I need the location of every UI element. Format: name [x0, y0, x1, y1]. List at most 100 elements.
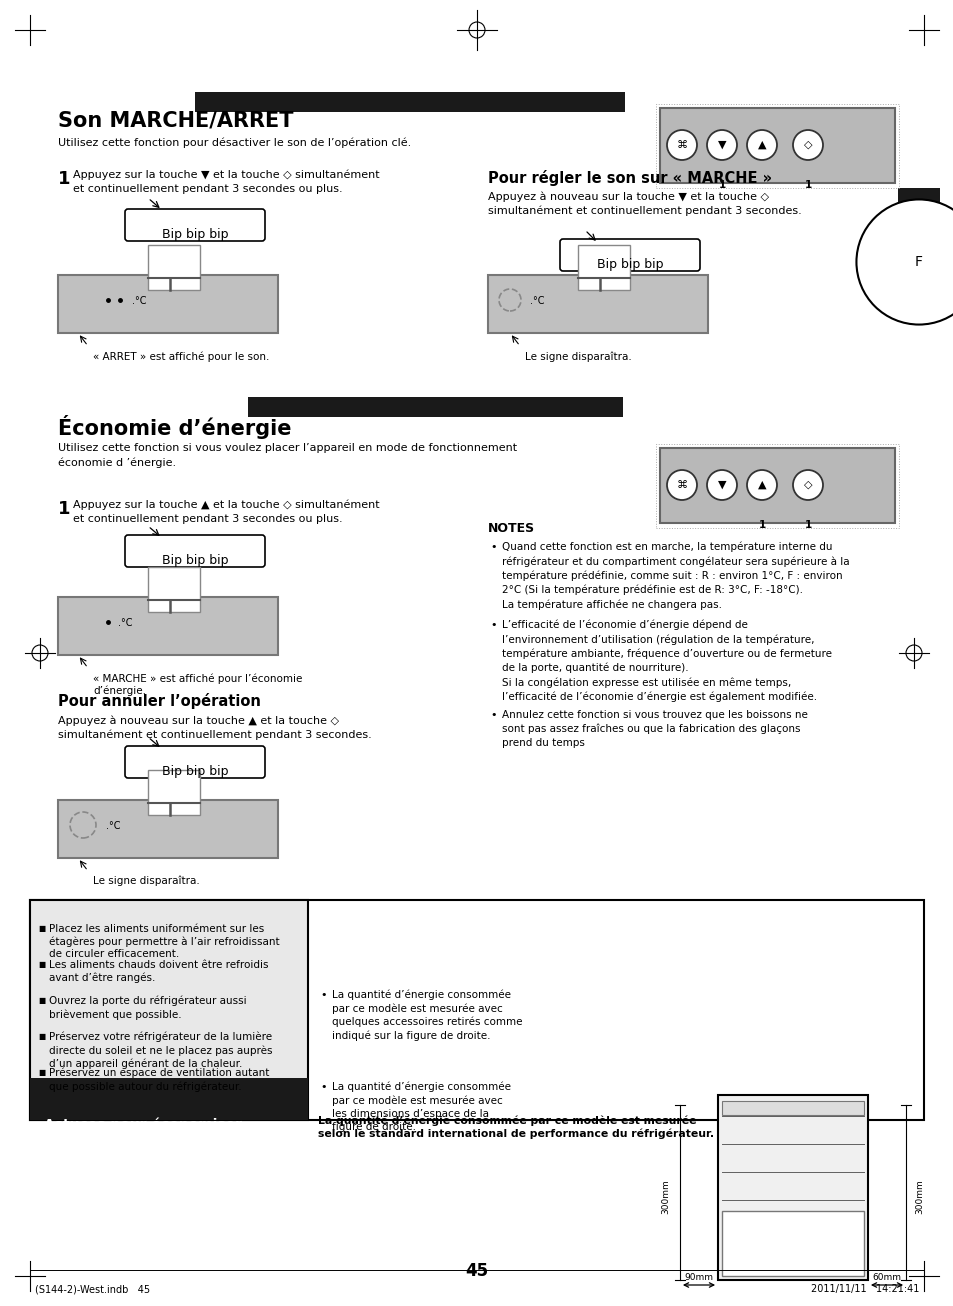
FancyBboxPatch shape — [248, 397, 622, 417]
Text: Appuyez à nouveau sur la touche ▲ et la touche ◇: Appuyez à nouveau sur la touche ▲ et la … — [58, 714, 338, 726]
Text: ■: ■ — [38, 1032, 45, 1041]
Text: (S144-2)-West.indb   45: (S144-2)-West.indb 45 — [35, 1284, 150, 1294]
FancyBboxPatch shape — [30, 1077, 308, 1121]
Text: NOTES: NOTES — [488, 522, 535, 535]
FancyBboxPatch shape — [58, 801, 277, 858]
Text: .°C: .°C — [118, 618, 132, 628]
Text: 2011/11/11   14:21:41: 2011/11/11 14:21:41 — [810, 1284, 918, 1294]
FancyBboxPatch shape — [148, 567, 200, 613]
FancyBboxPatch shape — [721, 1211, 863, 1276]
Text: La quantité d’énergie consommée
par ce modèle est mesurée avec
les dimensions d’: La quantité d’énergie consommée par ce m… — [332, 1081, 511, 1131]
Text: ▲: ▲ — [757, 481, 765, 490]
Text: et continuellement pendant 3 secondes ou plus.: et continuellement pendant 3 secondes ou… — [73, 184, 342, 195]
Text: La quantité d’énergie consommée par ce modèle est mesurée
selon le standard inte: La quantité d’énergie consommée par ce m… — [317, 1115, 714, 1139]
Text: ⌘: ⌘ — [676, 481, 687, 490]
Text: Appuyez sur la touche ▼ et la touche ◇ simultanément: Appuyez sur la touche ▼ et la touche ◇ s… — [73, 170, 379, 180]
Text: Économie d’énergie: Économie d’énergie — [58, 415, 292, 439]
Text: d’énergie.: d’énergie. — [92, 686, 146, 696]
Text: •: • — [490, 620, 496, 629]
FancyBboxPatch shape — [125, 535, 265, 567]
Text: ■: ■ — [38, 925, 45, 932]
FancyBboxPatch shape — [125, 746, 265, 778]
Text: Placez les aliments uniformément sur les
étagères pour permettre à l’air refroid: Placez les aliments uniformément sur les… — [49, 925, 279, 960]
Text: économie d ’énergie.: économie d ’énergie. — [58, 457, 176, 468]
Circle shape — [792, 131, 822, 161]
Text: simultanément et continuellement pendant 3 secondes.: simultanément et continuellement pendant… — [58, 729, 372, 739]
FancyBboxPatch shape — [30, 900, 923, 1121]
Text: « ARRET » est affiché pour le son.: « ARRET » est affiché pour le son. — [92, 351, 269, 362]
Text: 90mm: 90mm — [684, 1273, 713, 1282]
Text: Appuyez à nouveau sur la touche ▼ et la touche ◇: Appuyez à nouveau sur la touche ▼ et la … — [488, 192, 768, 202]
Text: •: • — [490, 542, 496, 552]
Text: ⌘: ⌘ — [676, 140, 687, 150]
Text: 60mm: 60mm — [872, 1273, 901, 1282]
Text: Bip bip bip: Bip bip bip — [162, 229, 228, 242]
Text: « MARCHE » est affiché pour l’économie: « MARCHE » est affiché pour l’économie — [92, 673, 302, 683]
FancyBboxPatch shape — [30, 900, 308, 1121]
FancyBboxPatch shape — [718, 1094, 867, 1280]
Text: ▲: ▲ — [757, 140, 765, 150]
Text: Le signe disparaîtra.: Le signe disparaîtra. — [92, 876, 199, 887]
Text: Préservez votre réfrigérateur de la lumière
directe du soleil et ne le placez pa: Préservez votre réfrigérateur de la lumi… — [49, 1032, 273, 1068]
FancyBboxPatch shape — [897, 188, 939, 219]
Text: F: F — [914, 255, 923, 269]
Text: ■: ■ — [38, 1068, 45, 1077]
Text: Astuces pour économiser
l’énergie: Astuces pour économiser l’énergie — [44, 1117, 242, 1149]
Text: 1: 1 — [58, 500, 71, 518]
Text: Bip bip bip: Bip bip bip — [597, 259, 662, 272]
Text: 1: 1 — [803, 180, 811, 189]
Text: ◇: ◇ — [803, 140, 811, 150]
Text: Le signe disparaîtra.: Le signe disparaîtra. — [524, 351, 631, 362]
FancyBboxPatch shape — [559, 239, 700, 272]
Text: ▼: ▼ — [717, 481, 725, 490]
Text: Utilisez cette fonction pour désactiver le son de l’opération clé.: Utilisez cette fonction pour désactiver … — [58, 138, 411, 149]
Circle shape — [746, 470, 776, 500]
Circle shape — [746, 131, 776, 161]
Text: ■: ■ — [38, 996, 45, 1006]
Text: L’efficacité de l’économie d’énergie dépend de
l’environnement d’utilisation (ré: L’efficacité de l’économie d’énergie dép… — [501, 620, 831, 703]
Text: Préservez un espace de ventilation autant
que possible autour du réfrigérateur.: Préservez un espace de ventilation autan… — [49, 1068, 269, 1092]
FancyBboxPatch shape — [721, 1101, 863, 1115]
Text: 1: 1 — [803, 520, 811, 530]
Circle shape — [706, 470, 737, 500]
Text: •: • — [319, 990, 326, 1000]
FancyBboxPatch shape — [488, 276, 707, 333]
FancyBboxPatch shape — [148, 771, 200, 815]
Text: 300mm: 300mm — [915, 1179, 923, 1215]
Text: ◇: ◇ — [803, 481, 811, 490]
Text: Bip bip bip: Bip bip bip — [162, 554, 228, 567]
Text: .°C: .°C — [132, 296, 147, 306]
Circle shape — [706, 131, 737, 161]
Text: Ouvrez la porte du réfrigérateur aussi
brièvement que possible.: Ouvrez la porte du réfrigérateur aussi b… — [49, 996, 247, 1020]
Text: 1: 1 — [758, 520, 765, 530]
Text: •: • — [319, 1081, 326, 1092]
Text: Utilisez cette fonction si vous voulez placer l’appareil en mode de fonctionneme: Utilisez cette fonction si vous voulez p… — [58, 443, 517, 453]
FancyBboxPatch shape — [194, 91, 624, 112]
Text: La quantité d’énergie consommée
par ce modèle est mesurée avec
quelques accessoi: La quantité d’énergie consommée par ce m… — [332, 990, 522, 1041]
Text: simultanément et continuellement pendant 3 secondes.: simultanément et continuellement pendant… — [488, 206, 801, 217]
FancyBboxPatch shape — [659, 108, 894, 183]
Circle shape — [792, 470, 822, 500]
FancyBboxPatch shape — [58, 597, 277, 656]
Text: ■: ■ — [38, 960, 45, 969]
Text: 1: 1 — [718, 180, 725, 189]
FancyBboxPatch shape — [58, 276, 277, 333]
Text: 1: 1 — [58, 170, 71, 188]
Text: Appuyez sur la touche ▲ et la touche ◇ simultanément: Appuyez sur la touche ▲ et la touche ◇ s… — [73, 500, 379, 511]
Text: •: • — [490, 710, 496, 720]
FancyBboxPatch shape — [578, 246, 629, 290]
Circle shape — [666, 131, 697, 161]
Text: .°C: .°C — [530, 296, 544, 306]
Text: 45: 45 — [465, 1262, 488, 1280]
Text: Quand cette fonction est en marche, la température interne du
réfrigérateur et d: Quand cette fonction est en marche, la t… — [501, 542, 849, 610]
Text: Pour annuler l’opération: Pour annuler l’opération — [58, 693, 260, 709]
Circle shape — [666, 470, 697, 500]
Text: Annulez cette fonction si vous trouvez que les boissons ne
sont pas assez fraîch: Annulez cette fonction si vous trouvez q… — [501, 710, 807, 748]
Text: 300mm: 300mm — [660, 1179, 670, 1215]
Text: Son MARCHE/ARRET: Son MARCHE/ARRET — [58, 110, 294, 131]
Text: et continuellement pendant 3 secondes ou plus.: et continuellement pendant 3 secondes ou… — [73, 515, 342, 524]
Text: .°C: .°C — [106, 821, 120, 831]
FancyBboxPatch shape — [125, 209, 265, 242]
Text: Bip bip bip: Bip bip bip — [162, 765, 228, 778]
FancyBboxPatch shape — [148, 246, 200, 290]
